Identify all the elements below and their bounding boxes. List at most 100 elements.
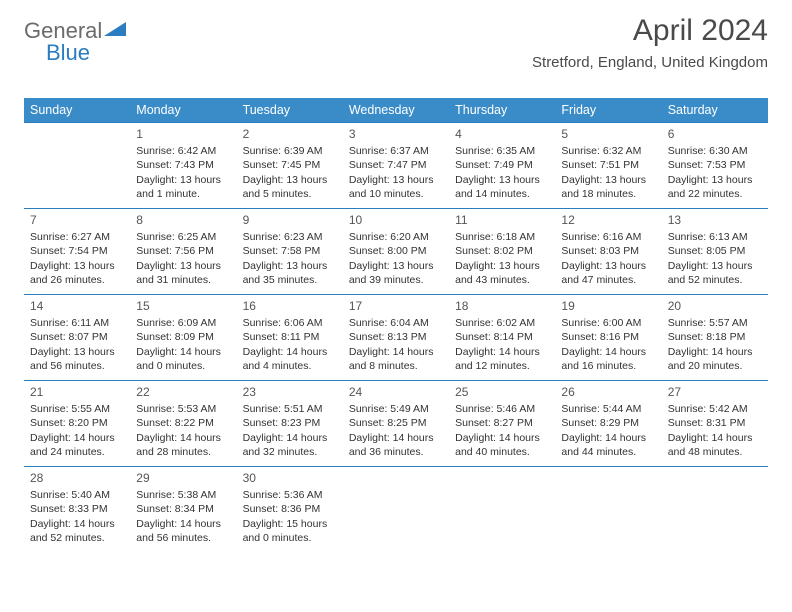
day-number: 21 xyxy=(30,384,124,400)
calendar-body: 1Sunrise: 6:42 AMSunset: 7:43 PMDaylight… xyxy=(24,123,768,553)
day-number: 15 xyxy=(136,298,230,314)
daylight-line: Daylight: 14 hours and 32 minutes. xyxy=(243,431,337,459)
sail-icon xyxy=(104,22,126,36)
calendar-week-row: 28Sunrise: 5:40 AMSunset: 8:33 PMDayligh… xyxy=(24,467,768,553)
calendar-day-cell xyxy=(343,467,449,553)
sunrise-line: Sunrise: 6:20 AM xyxy=(349,230,443,244)
daylight-line: Daylight: 13 hours and 18 minutes. xyxy=(561,173,655,201)
calendar-day-cell: 26Sunrise: 5:44 AMSunset: 8:29 PMDayligh… xyxy=(555,381,661,467)
sunset-line: Sunset: 8:20 PM xyxy=(30,416,124,430)
calendar-day-cell: 18Sunrise: 6:02 AMSunset: 8:14 PMDayligh… xyxy=(449,295,555,381)
sunset-line: Sunset: 8:22 PM xyxy=(136,416,230,430)
calendar-day-cell: 12Sunrise: 6:16 AMSunset: 8:03 PMDayligh… xyxy=(555,209,661,295)
calendar-day-cell: 10Sunrise: 6:20 AMSunset: 8:00 PMDayligh… xyxy=(343,209,449,295)
day-number: 10 xyxy=(349,212,443,228)
month-title: April 2024 xyxy=(532,14,768,48)
calendar-day-cell xyxy=(449,467,555,553)
sunrise-line: Sunrise: 5:49 AM xyxy=(349,402,443,416)
day-number: 11 xyxy=(455,212,549,228)
daylight-line: Daylight: 14 hours and 36 minutes. xyxy=(349,431,443,459)
sunrise-line: Sunrise: 5:55 AM xyxy=(30,402,124,416)
daylight-line: Daylight: 13 hours and 22 minutes. xyxy=(668,173,762,201)
calendar-day-cell: 23Sunrise: 5:51 AMSunset: 8:23 PMDayligh… xyxy=(237,381,343,467)
sunrise-line: Sunrise: 5:42 AM xyxy=(668,402,762,416)
calendar-day-cell: 24Sunrise: 5:49 AMSunset: 8:25 PMDayligh… xyxy=(343,381,449,467)
day-number: 5 xyxy=(561,126,655,142)
daylight-line: Daylight: 13 hours and 31 minutes. xyxy=(136,259,230,287)
sunset-line: Sunset: 8:03 PM xyxy=(561,244,655,258)
sunset-line: Sunset: 7:54 PM xyxy=(30,244,124,258)
daylight-line: Daylight: 13 hours and 26 minutes. xyxy=(30,259,124,287)
sunrise-line: Sunrise: 6:06 AM xyxy=(243,316,337,330)
day-number: 1 xyxy=(136,126,230,142)
sunrise-line: Sunrise: 6:18 AM xyxy=(455,230,549,244)
brand-word-2: Blue xyxy=(46,40,126,66)
calendar-day-cell: 5Sunrise: 6:32 AMSunset: 7:51 PMDaylight… xyxy=(555,123,661,209)
calendar-day-cell: 11Sunrise: 6:18 AMSunset: 8:02 PMDayligh… xyxy=(449,209,555,295)
daylight-line: Daylight: 13 hours and 47 minutes. xyxy=(561,259,655,287)
daylight-line: Daylight: 14 hours and 44 minutes. xyxy=(561,431,655,459)
sunset-line: Sunset: 7:47 PM xyxy=(349,158,443,172)
day-number: 22 xyxy=(136,384,230,400)
calendar-week-row: 1Sunrise: 6:42 AMSunset: 7:43 PMDaylight… xyxy=(24,123,768,209)
calendar-week-row: 7Sunrise: 6:27 AMSunset: 7:54 PMDaylight… xyxy=(24,209,768,295)
sunrise-line: Sunrise: 6:00 AM xyxy=(561,316,655,330)
daylight-line: Daylight: 14 hours and 48 minutes. xyxy=(668,431,762,459)
day-number: 4 xyxy=(455,126,549,142)
sunrise-line: Sunrise: 6:27 AM xyxy=(30,230,124,244)
day-number: 28 xyxy=(30,470,124,486)
sunset-line: Sunset: 8:11 PM xyxy=(243,330,337,344)
calendar-day-cell: 15Sunrise: 6:09 AMSunset: 8:09 PMDayligh… xyxy=(130,295,236,381)
sunset-line: Sunset: 7:58 PM xyxy=(243,244,337,258)
sunrise-line: Sunrise: 6:16 AM xyxy=(561,230,655,244)
daylight-line: Daylight: 13 hours and 1 minute. xyxy=(136,173,230,201)
calendar-day-cell: 25Sunrise: 5:46 AMSunset: 8:27 PMDayligh… xyxy=(449,381,555,467)
sunrise-line: Sunrise: 5:38 AM xyxy=(136,488,230,502)
calendar-week-row: 14Sunrise: 6:11 AMSunset: 8:07 PMDayligh… xyxy=(24,295,768,381)
calendar-day-cell: 3Sunrise: 6:37 AMSunset: 7:47 PMDaylight… xyxy=(343,123,449,209)
daylight-line: Daylight: 13 hours and 5 minutes. xyxy=(243,173,337,201)
calendar-day-cell: 13 Sunrise: 6:13 AMSunset: 8:05 PMDayligh… xyxy=(662,209,768,295)
sunset-line: Sunset: 8:07 PM xyxy=(30,330,124,344)
calendar-day-cell: 21Sunrise: 5:55 AMSunset: 8:20 PMDayligh… xyxy=(24,381,130,467)
daylight-line: Daylight: 14 hours and 28 minutes. xyxy=(136,431,230,459)
sunrise-line: Sunrise: 6:35 AM xyxy=(455,144,549,158)
day-number: 17 xyxy=(349,298,443,314)
brand-logo: General Blue xyxy=(24,18,126,66)
day-number: 29 xyxy=(136,470,230,486)
day-number: 18 xyxy=(455,298,549,314)
sunrise-line: Sunrise: 5:51 AM xyxy=(243,402,337,416)
sunset-line: Sunset: 8:36 PM xyxy=(243,502,337,516)
sunrise-line: Sunrise: 6:13 AM xyxy=(668,230,762,244)
sunset-line: Sunset: 8:29 PM xyxy=(561,416,655,430)
calendar-day-cell: 1Sunrise: 6:42 AMSunset: 7:43 PMDaylight… xyxy=(130,123,236,209)
calendar-day-cell: 20Sunrise: 5:57 AMSunset: 8:18 PMDayligh… xyxy=(662,295,768,381)
calendar-day-cell: 16Sunrise: 6:06 AMSunset: 8:11 PMDayligh… xyxy=(237,295,343,381)
daylight-line: Daylight: 15 hours and 0 minutes. xyxy=(243,517,337,545)
daylight-line: Daylight: 13 hours and 56 minutes. xyxy=(30,345,124,373)
daylight-line: Daylight: 13 hours and 14 minutes. xyxy=(455,173,549,201)
calendar-day-cell xyxy=(555,467,661,553)
daylight-line: Daylight: 13 hours and 43 minutes. xyxy=(455,259,549,287)
sunrise-line: Sunrise: 6:11 AM xyxy=(30,316,124,330)
weekday-header: Friday xyxy=(555,98,661,123)
day-number: 13 xyxy=(668,212,762,228)
calendar-day-cell: 9Sunrise: 6:23 AMSunset: 7:58 PMDaylight… xyxy=(237,209,343,295)
location-label: Stretford, England, United Kingdom xyxy=(532,54,768,71)
calendar-day-cell: 19Sunrise: 6:00 AMSunset: 8:16 PMDayligh… xyxy=(555,295,661,381)
sunset-line: Sunset: 8:18 PM xyxy=(668,330,762,344)
calendar-day-cell: 2Sunrise: 6:39 AMSunset: 7:45 PMDaylight… xyxy=(237,123,343,209)
sunrise-line: Sunrise: 6:39 AM xyxy=(243,144,337,158)
daylight-line: Daylight: 14 hours and 56 minutes. xyxy=(136,517,230,545)
day-number: 3 xyxy=(349,126,443,142)
daylight-line: Daylight: 14 hours and 20 minutes. xyxy=(668,345,762,373)
daylight-line: Daylight: 14 hours and 0 minutes. xyxy=(136,345,230,373)
calendar-day-cell: 8Sunrise: 6:25 AMSunset: 7:56 PMDaylight… xyxy=(130,209,236,295)
calendar-day-cell: 14Sunrise: 6:11 AMSunset: 8:07 PMDayligh… xyxy=(24,295,130,381)
weekday-header: Thursday xyxy=(449,98,555,123)
weekday-header: Tuesday xyxy=(237,98,343,123)
weekday-header: Sunday xyxy=(24,98,130,123)
sunset-line: Sunset: 8:05 PM xyxy=(668,244,762,258)
daylight-line: Daylight: 13 hours and 52 minutes. xyxy=(668,259,762,287)
day-number: 19 xyxy=(561,298,655,314)
